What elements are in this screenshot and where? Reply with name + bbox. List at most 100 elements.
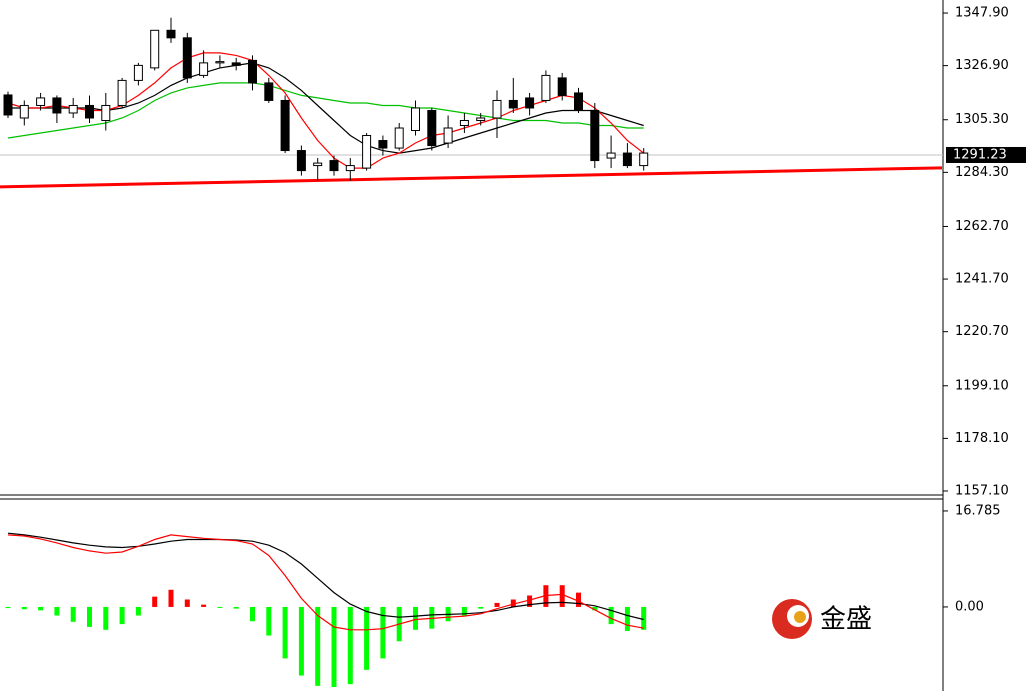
histogram-bar xyxy=(38,606,44,611)
candle-body xyxy=(459,119,469,127)
histogram-bar xyxy=(364,606,370,670)
candle-body xyxy=(166,29,176,39)
macd-line xyxy=(7,532,644,621)
logo xyxy=(772,599,812,639)
candle-body xyxy=(362,135,372,169)
candle-body xyxy=(378,140,388,149)
candle-body xyxy=(345,165,355,172)
histogram-bar xyxy=(266,606,272,636)
histogram-bar xyxy=(624,606,630,631)
histogram-bar xyxy=(233,606,239,609)
candle-body xyxy=(101,104,111,121)
histogram-bar xyxy=(135,606,141,616)
histogram-bar xyxy=(5,606,11,609)
candle-body xyxy=(296,150,306,172)
candle-body xyxy=(150,29,160,69)
moving-average xyxy=(8,62,644,154)
candle-body xyxy=(476,117,486,121)
histogram-bar xyxy=(527,595,533,607)
candle-body xyxy=(525,97,535,109)
y-tick-label: 0.00 xyxy=(955,599,984,614)
candle-body xyxy=(199,62,209,76)
y-tick-label: 1199.10 xyxy=(955,378,1009,393)
candle-body xyxy=(231,62,241,66)
y-tick-label: 1178.10 xyxy=(955,431,1009,446)
last-price-label: 1291.23 xyxy=(953,147,1007,162)
candle-body xyxy=(411,107,420,132)
candle-body xyxy=(443,127,453,144)
y-tick-label: 1326.90 xyxy=(955,58,1009,73)
y-tick-label: 1347.90 xyxy=(955,6,1009,21)
candle-body xyxy=(606,152,616,159)
candle-body xyxy=(280,99,290,152)
histogram-bar xyxy=(347,606,353,685)
candle-body xyxy=(557,77,567,96)
candle-body xyxy=(215,61,225,64)
candle-body xyxy=(427,109,437,147)
logo-icon xyxy=(794,611,806,623)
candle-body xyxy=(133,64,143,81)
candle-body xyxy=(3,94,13,116)
histogram-bar xyxy=(576,592,581,607)
candle-body xyxy=(68,104,78,114)
candle-body xyxy=(622,152,632,167)
moving-average xyxy=(7,52,645,169)
candle-body xyxy=(492,99,502,119)
candle-body xyxy=(329,160,339,172)
macd-line xyxy=(7,534,644,631)
histogram-bar xyxy=(461,606,467,616)
histogram-bar xyxy=(152,596,158,607)
candle-body xyxy=(313,162,323,167)
histogram-bar xyxy=(494,602,500,607)
y-tick-label: 1305.30 xyxy=(955,112,1009,127)
histogram-bar xyxy=(641,606,647,630)
histogram-bar xyxy=(119,606,125,625)
candle-body xyxy=(508,99,518,109)
histogram-bar xyxy=(168,589,174,607)
candle-body xyxy=(248,59,257,84)
y-tick-label: 1157.10 xyxy=(955,483,1009,498)
logo-text: 金盛 xyxy=(820,605,872,635)
y-tick-label: 1220.70 xyxy=(955,324,1009,339)
candle-body xyxy=(36,97,46,106)
histogram-bar xyxy=(87,606,92,627)
histogram-bar xyxy=(478,606,484,609)
histogram-bar xyxy=(21,606,27,610)
candle-body xyxy=(574,92,583,111)
histogram-bar xyxy=(54,606,60,616)
histogram-bar xyxy=(184,599,190,607)
histogram-bar xyxy=(559,585,565,607)
histogram-bar xyxy=(103,606,109,630)
histogram-bar xyxy=(298,606,304,676)
candle-body xyxy=(264,82,274,101)
histogram-bar xyxy=(282,606,288,659)
moving-average xyxy=(7,82,644,139)
histogram-bar xyxy=(510,599,516,607)
y-tick-label: 1262.70 xyxy=(955,219,1009,234)
candle-body xyxy=(541,74,551,101)
candle-body xyxy=(52,97,62,114)
histogram-bar xyxy=(217,606,223,608)
trendline xyxy=(0,166,943,189)
candle-body xyxy=(590,109,600,162)
candle-body xyxy=(394,127,404,149)
candle-body xyxy=(19,104,29,119)
histogram-bar xyxy=(250,606,255,622)
y-tick-label: 1284.30 xyxy=(955,165,1009,180)
histogram-bar xyxy=(413,606,418,630)
histogram-bar xyxy=(70,606,76,622)
candle-body xyxy=(639,152,649,167)
histogram-bar xyxy=(592,606,598,611)
candle-body xyxy=(182,37,192,79)
histogram-bar xyxy=(201,604,207,607)
histogram-bar xyxy=(608,606,614,625)
last-price-box xyxy=(946,146,1026,163)
candle-body xyxy=(117,79,127,106)
histogram-bar xyxy=(315,606,321,686)
candle-body xyxy=(85,104,94,119)
y-tick-label: 1241.70 xyxy=(955,272,1009,287)
y-tick-label: 16.785 xyxy=(955,503,1001,518)
histogram-bar xyxy=(331,606,337,687)
